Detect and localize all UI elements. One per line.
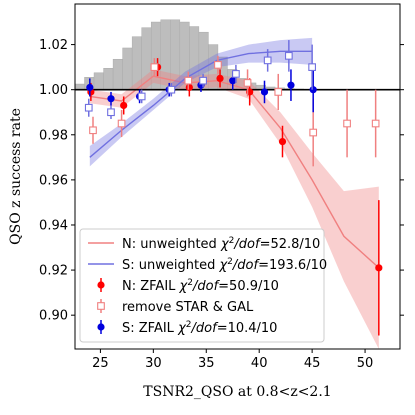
x-tick-label: 45	[304, 356, 321, 371]
legend-entry: N: unweighted χ2/dof=52.8/10	[88, 236, 320, 252]
data-point	[284, 52, 293, 60]
plot-area	[75, 19, 400, 349]
data-point	[274, 88, 283, 96]
data-point	[184, 76, 193, 85]
legend-entry: S: ZFAIL χ2/dof=10.4/10	[97, 320, 277, 336]
y-tick-label: 0.96	[39, 173, 68, 188]
y-tick-label: 1.00	[39, 83, 68, 98]
legend-box	[79, 228, 325, 343]
data-point	[287, 81, 295, 89]
data-point	[232, 70, 240, 78]
y-tick-label: 0.92	[39, 264, 68, 279]
legend-label: N: unweighted χ2/dof=52.8/10	[122, 236, 320, 252]
data-point	[229, 77, 237, 85]
legend-marker	[97, 323, 105, 331]
data-point	[309, 128, 318, 137]
x-tick-label: 25	[92, 356, 109, 371]
data-point	[371, 119, 380, 128]
data-point	[199, 76, 207, 85]
data-point	[167, 85, 176, 94]
data-point	[260, 88, 269, 96]
data-point	[263, 56, 272, 65]
histogram-bar	[103, 68, 114, 90]
y-tick-label: 1.02	[39, 38, 68, 53]
histogram-bar	[75, 83, 85, 90]
plot-frame	[74, 3, 401, 350]
data-point	[214, 61, 222, 69]
data-point	[343, 119, 351, 128]
legend-label: S: unweighted χ2/dof=193.6/10	[122, 257, 327, 273]
legend-label: S: ZFAIL χ2/dof=10.4/10	[122, 320, 277, 336]
data-point	[86, 83, 94, 92]
data-point	[150, 63, 159, 71]
data-point	[216, 74, 224, 83]
histogram-bar	[112, 58, 123, 90]
data-point	[120, 101, 128, 110]
data-point	[137, 92, 146, 101]
data-point	[107, 108, 115, 117]
legend-entry: S: unweighted χ2/dof=193.6/10	[88, 257, 327, 273]
band-area	[89, 69, 379, 349]
legend-entry: N: ZFAIL χ2/dof=50.9/10	[97, 278, 279, 294]
legend-marker	[97, 281, 105, 289]
legend-marker	[97, 302, 105, 310]
data-point	[185, 83, 193, 92]
data-point	[243, 79, 252, 87]
legend-label: N: ZFAIL χ2/dof=50.9/10	[122, 278, 279, 294]
x-tick-label: 50	[357, 356, 374, 371]
histogram-bar	[93, 72, 104, 90]
y-axis-label: QSO z success rate	[8, 108, 24, 245]
y-tick-label: 0.98	[39, 128, 68, 143]
data-point	[309, 86, 317, 94]
legend-entry: remove STAR & GAL	[97, 299, 254, 315]
data-point	[278, 137, 287, 146]
data-point	[84, 103, 93, 112]
data-point	[89, 126, 97, 135]
band-line	[89, 50, 313, 158]
x-tick-label: 35	[198, 356, 215, 371]
data-point	[308, 63, 316, 71]
y-tick-label: 0.90	[39, 309, 68, 324]
histogram-bar	[122, 47, 133, 90]
y-tick-label: 0.94	[39, 218, 68, 233]
data-point	[107, 95, 115, 103]
x-tick-label: 30	[145, 356, 162, 371]
x-tick-label: 40	[251, 356, 268, 371]
axis-ticks: 25 30 35 40 45 50 0.90 0.92 0.94 0.96 0.98 1.00 1.02	[39, 38, 404, 371]
data-point	[375, 264, 383, 272]
legend-label: remove STAR & GAL	[122, 300, 254, 315]
legend: N: unweighted χ2/dof=52.8/10 S: unweighte…	[79, 228, 327, 343]
data-point	[117, 119, 126, 128]
x-axis-label: TSNR2_QSO at 0.8<z<2.1	[143, 384, 331, 400]
